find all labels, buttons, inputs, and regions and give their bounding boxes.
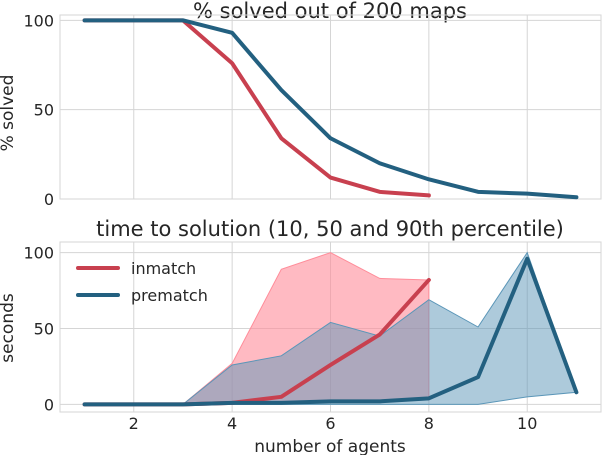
bottom-x-tick-label: 4 (227, 414, 237, 433)
bottom-y-tick-label: 100 (23, 244, 54, 263)
top-y-axis-label: % solved (0, 75, 18, 152)
bottom-median-lines (82, 256, 579, 407)
top-y-tick-label: 100 (23, 11, 54, 30)
bottom-x-tick-label: 2 (129, 414, 139, 433)
legend-label-inmatch: inmatch (131, 259, 196, 278)
bottom-subplot: time to solution (10, 50 and 90th percen… (0, 217, 602, 455)
bottom-y-axis-label: seconds (0, 293, 18, 363)
bottom-y-tick-label: 50 (34, 320, 54, 339)
bottom-x-tick-label: 6 (325, 414, 335, 433)
bottom-x-tick-label: 8 (424, 414, 434, 433)
top-chart-title: % solved out of 200 maps (193, 0, 467, 23)
legend: inmatch prematch (76, 259, 208, 305)
top-line-prematch (82, 18, 579, 200)
legend-label-prematch: prematch (131, 286, 208, 305)
top-subplot: % solved out of 200 maps % solved 0 50 100 (0, 0, 602, 209)
top-series-lines (82, 18, 579, 200)
top-y-tick-label: 50 (34, 101, 54, 120)
top-gridlines (59, 14, 602, 200)
top-y-tick-labels: 0 50 100 (23, 11, 54, 209)
top-y-tick-label: 0 (44, 190, 54, 209)
bottom-x-tick-label: 10 (517, 414, 537, 433)
bottom-chart-title: time to solution (10, 50 and 90th percen… (96, 217, 564, 241)
bottom-y-tick-labels: 0 50 100 (23, 244, 54, 415)
median-line-prematch (82, 256, 579, 407)
bottom-x-axis-label: number of agents (254, 437, 406, 455)
bottom-y-tick-label: 0 (44, 395, 54, 414)
bottom-x-tick-labels: 2 4 6 8 10 (129, 414, 538, 433)
top-line-inmatch (82, 18, 431, 198)
